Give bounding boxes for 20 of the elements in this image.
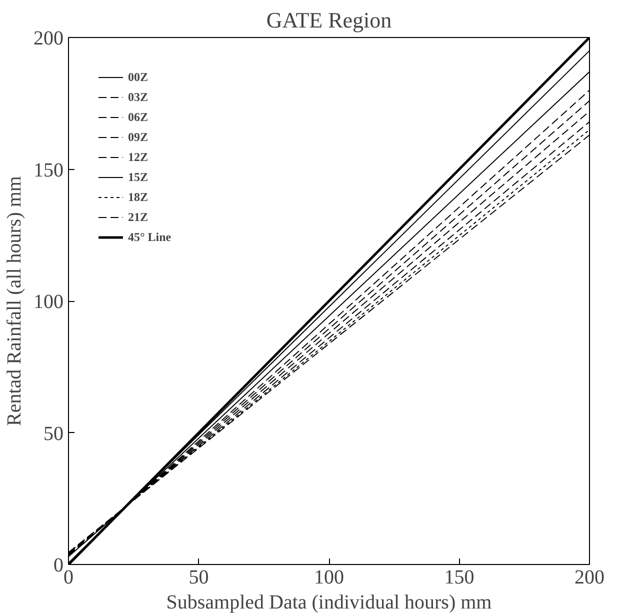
legend-label: 45° Line <box>128 230 172 244</box>
x-tick-label: 200 <box>574 566 604 588</box>
legend-label: 12Z <box>128 150 148 164</box>
legend-label: 00Z <box>128 70 148 84</box>
chart-title: GATE Region <box>266 8 392 32</box>
y-tick-label: 50 <box>44 422 64 445</box>
x-tick-label: 100 <box>314 566 344 588</box>
x-tick-label: 150 <box>444 566 474 588</box>
legend-label: 15Z <box>128 170 148 184</box>
legend-label: 18Z <box>128 190 148 204</box>
legend-label: 03Z <box>128 90 148 104</box>
y-tick-label: 100 <box>34 291 64 313</box>
legend-label: 06Z <box>128 110 148 124</box>
x-tick-label: 50 <box>188 566 209 588</box>
legend-label: 09Z <box>128 130 148 144</box>
y-tick-label: 150 <box>34 159 64 182</box>
x-axis-title: Subsampled Data (individual hours) mm <box>166 592 492 614</box>
legend-label: 21Z <box>128 210 148 224</box>
y-axis-title: Rentad Rainfall (all hours) mm <box>4 176 26 426</box>
y-tick-label: 200 <box>34 28 64 50</box>
